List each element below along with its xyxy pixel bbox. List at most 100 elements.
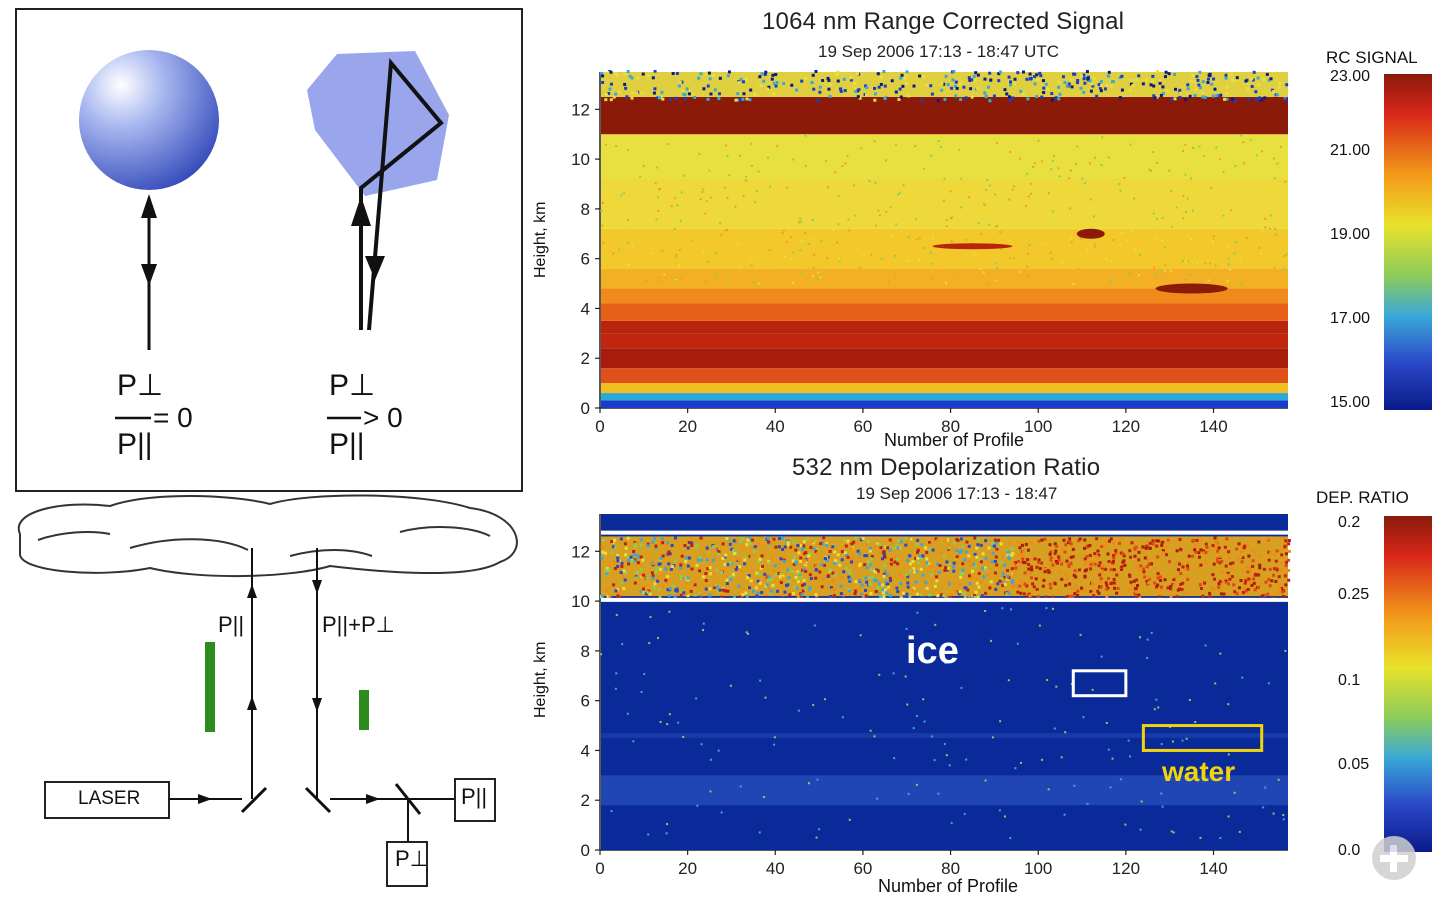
noise-pixel	[1137, 74, 1141, 78]
depol-pixel	[686, 594, 690, 598]
noise-pixel	[958, 148, 961, 151]
noise-pixel	[1013, 77, 1017, 81]
depol-pixel	[818, 570, 822, 574]
noise-pixel	[1160, 269, 1163, 272]
depol-pixel	[664, 578, 668, 582]
depol-pixel	[1054, 549, 1058, 553]
noise-pixel	[1042, 90, 1046, 94]
depol-pixel	[938, 563, 942, 567]
zoom-button[interactable]	[1372, 836, 1416, 880]
noise-pixel	[1195, 147, 1198, 150]
depol-pixel	[773, 743, 776, 746]
depol-pixel	[1218, 579, 1222, 583]
depol-pixel	[653, 582, 657, 586]
depol-pixel	[734, 567, 738, 571]
noise-pixel	[1279, 145, 1282, 148]
noise-pixel	[930, 262, 933, 265]
depol-pixel	[800, 544, 804, 548]
noise-pixel	[790, 83, 794, 87]
depol-pixel	[937, 570, 941, 574]
depol-pixel	[793, 585, 797, 589]
depol-pixel	[651, 576, 655, 580]
noise-pixel	[1040, 95, 1044, 99]
noise-pixel	[865, 182, 868, 185]
depol-pixel	[1136, 584, 1140, 588]
depol-pixel	[809, 577, 813, 581]
depol-pixel	[702, 629, 705, 632]
noise-pixel	[804, 134, 807, 137]
depol-pixel	[1115, 573, 1119, 577]
noise-pixel	[1019, 157, 1022, 160]
depol-pixel	[702, 622, 705, 625]
noise-pixel	[1155, 69, 1159, 73]
noise-pixel	[728, 174, 731, 177]
noise-pixel	[918, 237, 921, 240]
depol-pixel	[1175, 595, 1179, 599]
depol-pixel	[984, 609, 987, 612]
noise-pixel	[1101, 136, 1104, 139]
noise-pixel	[681, 89, 685, 93]
noise-pixel	[817, 271, 820, 274]
noise-pixel	[770, 77, 774, 81]
noise-pixel	[709, 163, 712, 166]
depol-pixel	[1204, 562, 1208, 566]
depol-pixel	[1007, 557, 1011, 561]
noise-pixel	[920, 99, 924, 103]
depol-pixel	[616, 594, 620, 598]
noise-pixel	[943, 177, 946, 180]
depol-pixel	[610, 810, 613, 813]
depol-pixel	[1109, 568, 1113, 572]
depol-pixel	[1272, 573, 1276, 577]
noise-pixel	[995, 142, 998, 145]
noise-pixel	[969, 87, 973, 91]
noise-pixel	[1094, 146, 1097, 149]
noise-pixel	[628, 158, 631, 161]
noise-pixel	[745, 175, 748, 178]
noise-pixel	[808, 217, 811, 220]
depol-pixel	[1123, 563, 1127, 567]
depol-pixel	[745, 555, 749, 559]
depol-pixel	[1259, 555, 1263, 559]
noise-pixel	[925, 83, 929, 87]
noise-pixel	[685, 87, 689, 91]
depol-pixel	[700, 593, 704, 597]
noise-pixel	[609, 82, 613, 86]
noise-pixel	[1105, 84, 1109, 88]
noise-pixel	[1254, 98, 1258, 102]
noise-pixel	[995, 279, 998, 282]
noise-pixel	[1129, 79, 1133, 83]
noise-pixel	[1283, 267, 1286, 270]
noise-pixel	[767, 85, 771, 89]
depol-pixel	[622, 587, 626, 591]
noise-pixel	[635, 91, 639, 95]
noise-pixel	[717, 97, 721, 101]
depol-pixel	[658, 595, 662, 599]
signal-band	[601, 400, 1288, 408]
noise-pixel	[827, 87, 831, 91]
noise-pixel	[921, 75, 925, 79]
depol-pixel	[959, 575, 963, 579]
depol-pixel	[816, 542, 820, 546]
depol-pixel	[778, 575, 782, 579]
depol-pixel	[1187, 554, 1191, 558]
depol-pixel	[759, 679, 762, 682]
depol-pixel	[1089, 589, 1093, 593]
depol-pixel	[1169, 585, 1173, 589]
depol-pixel	[774, 573, 778, 577]
noise-pixel	[1088, 79, 1092, 83]
depol-pixel	[830, 588, 834, 592]
noise-pixel	[717, 92, 721, 96]
depol-pixel	[827, 574, 831, 578]
depol-pixel	[781, 547, 785, 551]
depol-pixel	[618, 592, 622, 596]
depol-pixel	[1228, 577, 1232, 581]
noise-pixel	[723, 186, 726, 189]
depol-pixel	[800, 595, 804, 599]
crystal-numerator: P⊥	[329, 369, 376, 402]
depol-pixel	[1138, 595, 1142, 599]
depol-pixel	[853, 592, 857, 596]
noise-pixel	[609, 98, 613, 102]
depol-pixel	[994, 587, 998, 591]
depol-pixel	[786, 568, 790, 572]
depol-pixel	[1097, 591, 1101, 595]
